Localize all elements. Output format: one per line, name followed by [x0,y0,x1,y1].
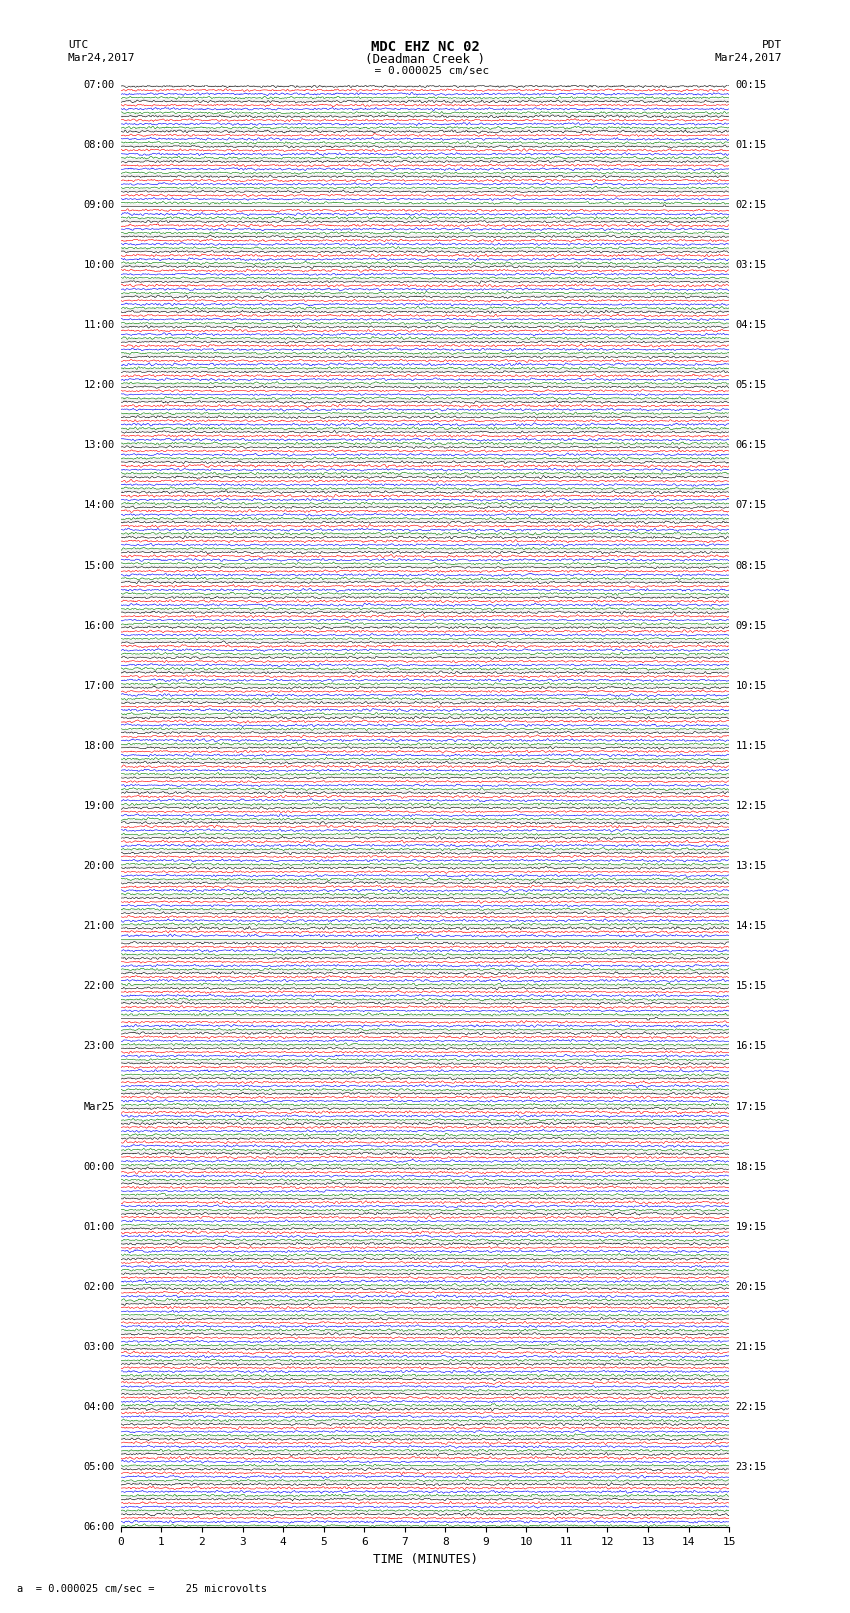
Text: 17:15: 17:15 [735,1102,767,1111]
Text: 07:15: 07:15 [735,500,767,510]
Text: 21:15: 21:15 [735,1342,767,1352]
Text: 18:15: 18:15 [735,1161,767,1171]
Text: 11:15: 11:15 [735,740,767,752]
Text: 17:00: 17:00 [83,681,115,690]
Text: 16:00: 16:00 [83,621,115,631]
Text: 20:00: 20:00 [83,861,115,871]
Text: 06:15: 06:15 [735,440,767,450]
Text: 19:15: 19:15 [735,1223,767,1232]
Text: 00:15: 00:15 [735,79,767,89]
Text: 04:15: 04:15 [735,319,767,331]
Text: 09:00: 09:00 [83,200,115,210]
Text: 14:00: 14:00 [83,500,115,510]
Text: 10:15: 10:15 [735,681,767,690]
Text: UTC: UTC [68,40,88,50]
Text: 13:00: 13:00 [83,440,115,450]
Text: Mar25: Mar25 [83,1102,115,1111]
Text: 05:15: 05:15 [735,381,767,390]
Text: 22:15: 22:15 [735,1402,767,1413]
Text: 10:00: 10:00 [83,260,115,269]
Text: 11:00: 11:00 [83,319,115,331]
Text: 07:00: 07:00 [83,79,115,89]
Text: 14:15: 14:15 [735,921,767,931]
Text: 05:00: 05:00 [83,1463,115,1473]
Text: 02:00: 02:00 [83,1282,115,1292]
Text: 01:00: 01:00 [83,1223,115,1232]
Text: 12:00: 12:00 [83,381,115,390]
Text: 02:15: 02:15 [735,200,767,210]
Text: 03:15: 03:15 [735,260,767,269]
Text: 01:15: 01:15 [735,140,767,150]
Text: 12:15: 12:15 [735,802,767,811]
Text: 08:00: 08:00 [83,140,115,150]
Text: 08:15: 08:15 [735,560,767,571]
Text: 16:15: 16:15 [735,1042,767,1052]
X-axis label: TIME (MINUTES): TIME (MINUTES) [372,1553,478,1566]
Text: Mar24,2017: Mar24,2017 [68,53,135,63]
Text: 21:00: 21:00 [83,921,115,931]
Text: 20:15: 20:15 [735,1282,767,1292]
Text: 03:00: 03:00 [83,1342,115,1352]
Text: 23:00: 23:00 [83,1042,115,1052]
Text: = 0.000025 cm/sec: = 0.000025 cm/sec [361,66,489,76]
Text: 15:00: 15:00 [83,560,115,571]
Text: 06:00: 06:00 [83,1523,115,1532]
Text: 00:00: 00:00 [83,1161,115,1171]
Text: PDT: PDT [762,40,782,50]
Text: 22:00: 22:00 [83,981,115,992]
Text: 19:00: 19:00 [83,802,115,811]
Text: 18:00: 18:00 [83,740,115,752]
Text: a  = 0.000025 cm/sec =     25 microvolts: a = 0.000025 cm/sec = 25 microvolts [17,1584,267,1594]
Text: 09:15: 09:15 [735,621,767,631]
Text: MDC EHZ NC 02: MDC EHZ NC 02 [371,40,479,55]
Text: 04:00: 04:00 [83,1402,115,1413]
Text: 23:15: 23:15 [735,1463,767,1473]
Text: Mar24,2017: Mar24,2017 [715,53,782,63]
Text: 13:15: 13:15 [735,861,767,871]
Text: 15:15: 15:15 [735,981,767,992]
Text: (Deadman Creek ): (Deadman Creek ) [365,53,485,66]
